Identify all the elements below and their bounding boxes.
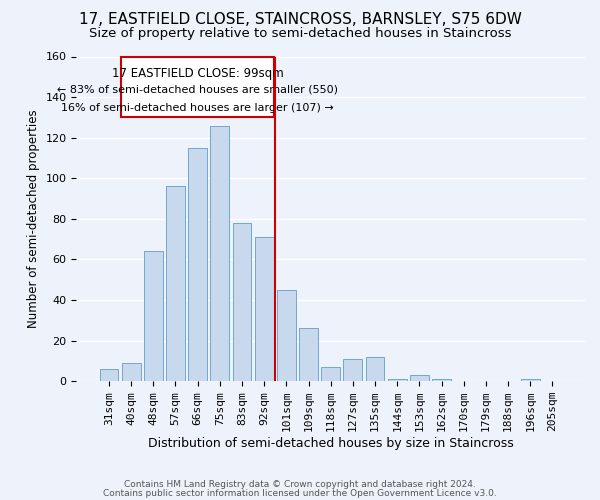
Bar	[521, 379, 540, 381]
Bar	[277, 290, 296, 381]
X-axis label: Distribution of semi-detached houses by size in Staincross: Distribution of semi-detached houses by …	[148, 437, 514, 450]
Bar	[166, 186, 185, 381]
Bar	[410, 375, 429, 381]
Text: Contains public sector information licensed under the Open Government Licence v3: Contains public sector information licen…	[103, 488, 497, 498]
Text: ← 83% of semi-detached houses are smaller (550): ← 83% of semi-detached houses are smalle…	[57, 85, 338, 95]
Bar	[365, 357, 385, 381]
Bar	[321, 367, 340, 381]
Y-axis label: Number of semi-detached properties: Number of semi-detached properties	[27, 110, 40, 328]
Bar	[188, 148, 207, 381]
Text: Contains HM Land Registry data © Crown copyright and database right 2024.: Contains HM Land Registry data © Crown c…	[124, 480, 476, 489]
Bar	[100, 369, 118, 381]
Bar	[255, 237, 274, 381]
Bar	[144, 252, 163, 381]
Bar	[122, 363, 140, 381]
Bar	[432, 379, 451, 381]
Text: 17 EASTFIELD CLOSE: 99sqm: 17 EASTFIELD CLOSE: 99sqm	[112, 66, 284, 80]
Bar	[388, 379, 407, 381]
Text: 17, EASTFIELD CLOSE, STAINCROSS, BARNSLEY, S75 6DW: 17, EASTFIELD CLOSE, STAINCROSS, BARNSLE…	[79, 12, 521, 28]
Bar	[121, 56, 274, 118]
Bar	[211, 126, 229, 381]
Bar	[343, 359, 362, 381]
Text: 16% of semi-detached houses are larger (107) →: 16% of semi-detached houses are larger (…	[61, 103, 334, 113]
Bar	[233, 223, 251, 381]
Text: Size of property relative to semi-detached houses in Staincross: Size of property relative to semi-detach…	[89, 28, 511, 40]
Bar	[299, 328, 318, 381]
